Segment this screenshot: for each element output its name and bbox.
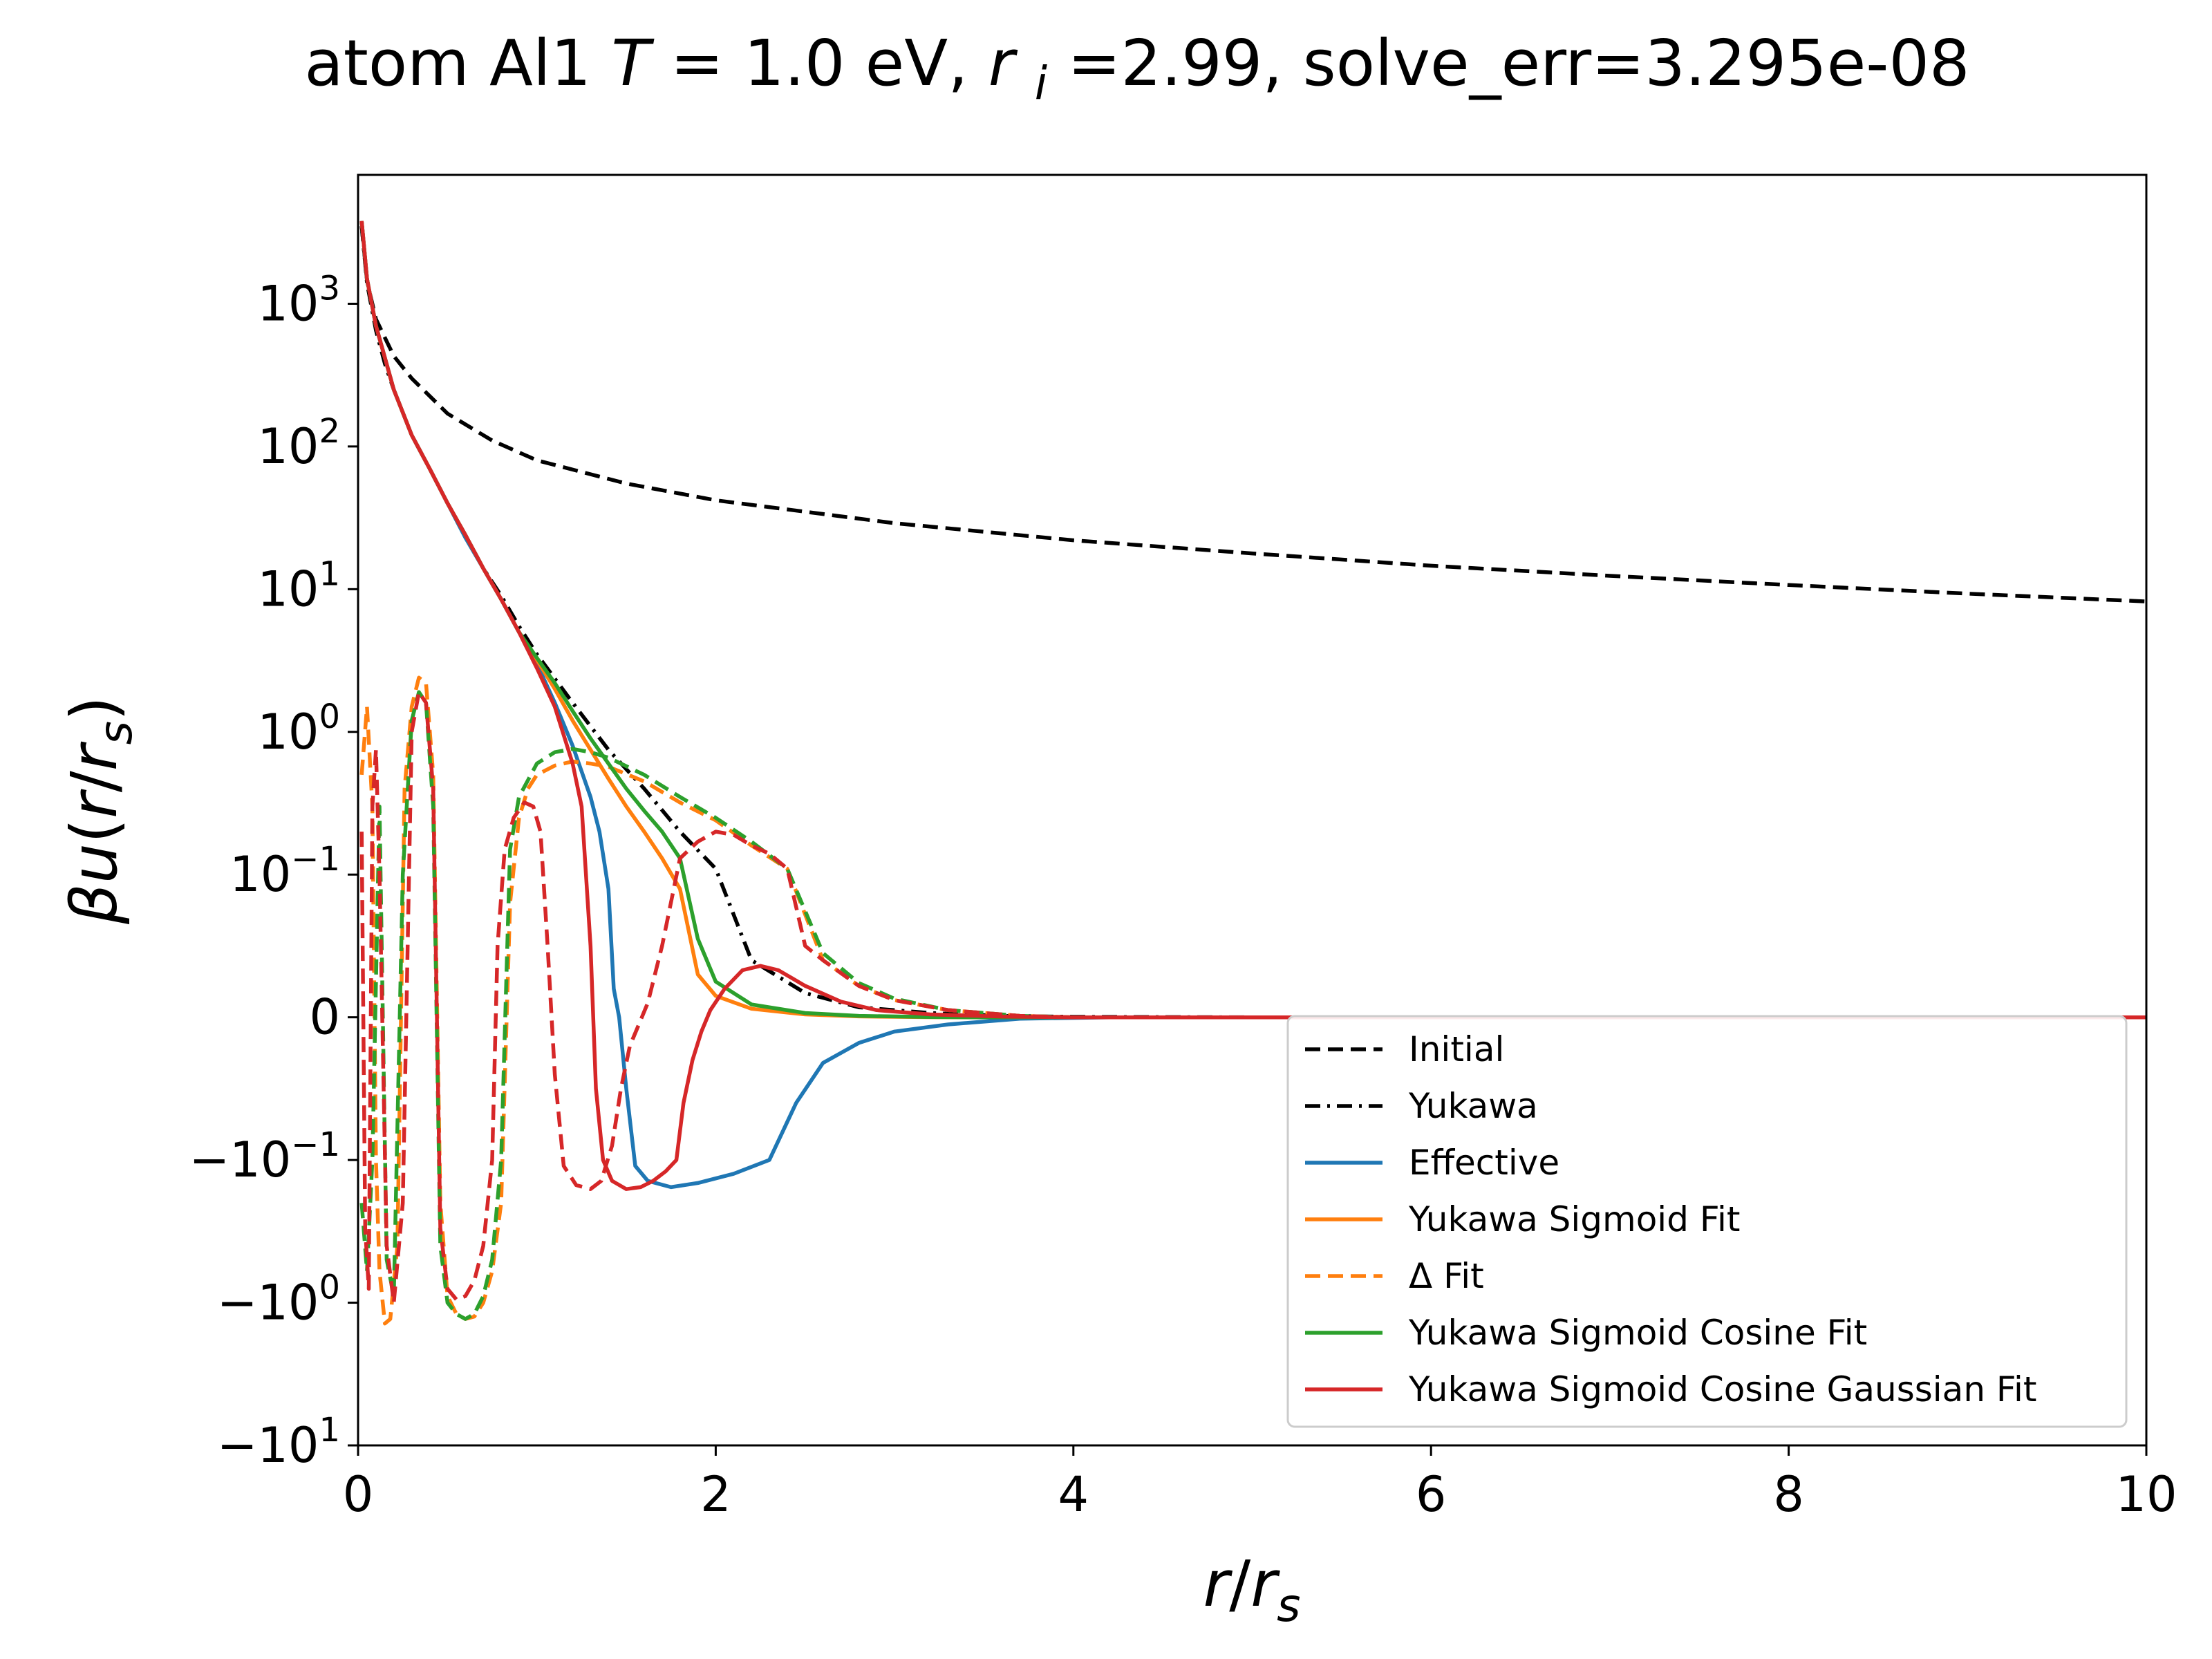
y-tick-label: −101 [217, 1411, 340, 1474]
y-axis: 103 102 101 100 10−1 0 −10−1 −100 −101 [189, 269, 358, 1474]
x-tick-label: 8 [1773, 1466, 1804, 1523]
x-axis: 0 2 4 6 8 10 [343, 1445, 2177, 1523]
y-tick-label: 10−1 [229, 840, 340, 903]
x-tick-label: 2 [700, 1466, 731, 1523]
y-tick-label: −100 [217, 1268, 340, 1331]
x-tick-label: 10 [2115, 1466, 2177, 1523]
series-line-delta-fit-8 [359, 690, 2146, 1305]
legend-label: Yukawa [1408, 1086, 1538, 1126]
y-tick-label: −10−1 [189, 1125, 341, 1188]
legend-label: Yukawa Sigmoid Cosine Gaussian Fit [1408, 1369, 2037, 1409]
y-axis-label: βu(r/rs) [57, 696, 142, 925]
y-tick-label: 102 [257, 412, 340, 475]
x-axis-label: r/rs [1203, 1547, 1300, 1632]
axes-frame [357, 174, 2148, 1447]
x-tick-label: 0 [343, 1466, 374, 1523]
legend-label: Yukawa Sigmoid Fit [1408, 1199, 1740, 1239]
series-line-delta-fit-6 [359, 690, 2146, 1321]
chart-title: atom Al1 T = 1.0 eV, r i =2.99, solve_er… [304, 26, 1969, 114]
y-tick-label: 103 [257, 269, 340, 332]
legend-box [1286, 1015, 2128, 1428]
legend-label: Δ Fit [1409, 1256, 1484, 1296]
series-line-yukawa-sigmoid-cosine-gaussian-fit [359, 221, 2146, 1191]
x-tick-label: 6 [1416, 1466, 1447, 1523]
legend: Initial Yukawa Effective Yukawa Sigmoid Fit… [1286, 1015, 2128, 1428]
y-tick-label: 100 [257, 697, 340, 760]
x-tick-label: 4 [1058, 1466, 1089, 1523]
legend-label: Yukawa Sigmoid Cosine Fit [1408, 1313, 1867, 1353]
series-layer [359, 221, 2146, 1326]
legend-label: Effective [1409, 1143, 1559, 1183]
series-line-initial [359, 225, 2146, 603]
y-tick-label: 101 [257, 554, 340, 617]
legend-label: Initial [1409, 1029, 1504, 1069]
y-tick-label: 0 [309, 989, 340, 1046]
